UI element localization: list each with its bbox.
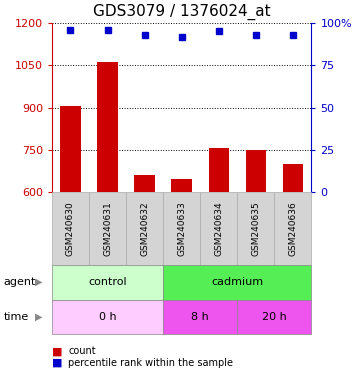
Text: ■: ■ [52,346,62,356]
Bar [134,175,155,192]
Text: ▶: ▶ [35,312,42,322]
Bar [60,106,81,192]
Title: GDS3079 / 1376024_at: GDS3079 / 1376024_at [93,4,271,20]
Text: cadmium: cadmium [211,277,263,287]
Text: percentile rank within the sample: percentile rank within the sample [68,358,233,368]
Text: 8 h: 8 h [191,312,209,322]
Text: GSM240632: GSM240632 [140,201,149,256]
Text: GSM240635: GSM240635 [251,201,260,256]
Text: GSM240636: GSM240636 [289,201,297,256]
Bar [283,164,303,192]
Text: GSM240631: GSM240631 [103,201,112,256]
Text: GSM240630: GSM240630 [66,201,75,256]
Text: ▶: ▶ [35,277,42,287]
Text: ■: ■ [52,358,62,368]
Text: count: count [68,346,96,356]
Bar [209,148,229,192]
Bar [171,179,192,192]
Text: agent: agent [4,277,36,287]
Text: time: time [4,312,29,322]
Text: control: control [88,277,127,287]
Text: 0 h: 0 h [99,312,116,322]
Bar [246,150,266,192]
Text: GSM240634: GSM240634 [214,201,223,256]
Text: 20 h: 20 h [262,312,287,322]
Bar [97,63,118,192]
Text: GSM240633: GSM240633 [177,201,186,256]
